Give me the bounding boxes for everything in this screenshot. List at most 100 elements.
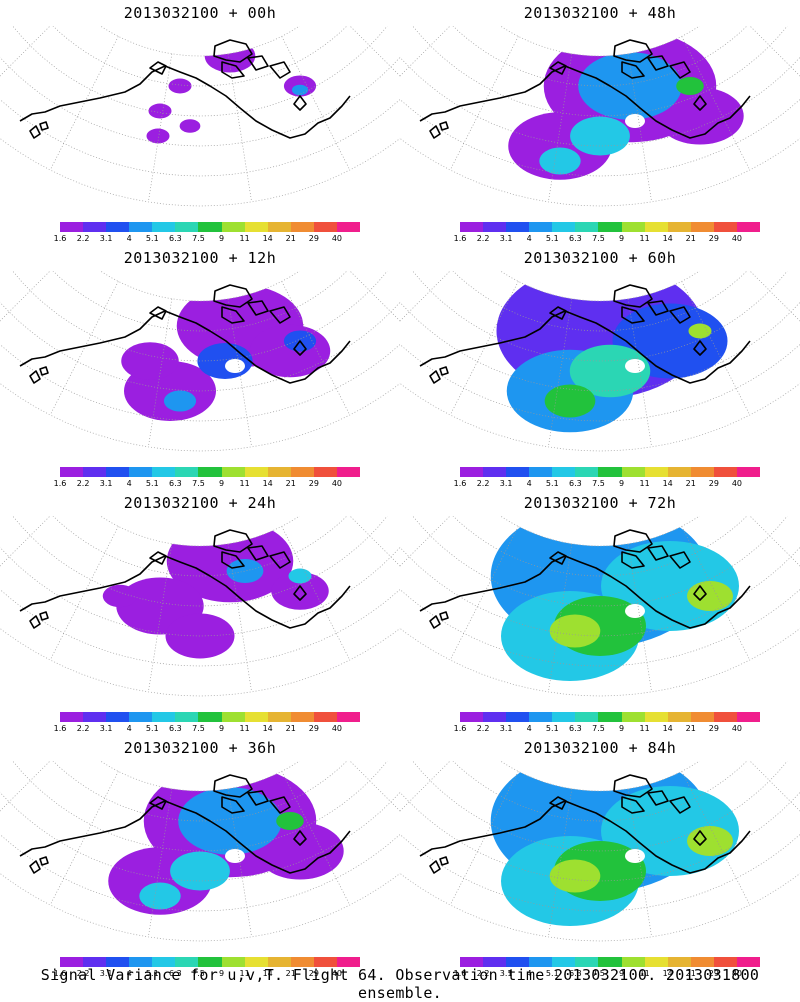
variance-map xyxy=(400,271,800,452)
coastlines xyxy=(419,774,751,874)
colorbar-swatch xyxy=(175,712,199,722)
colorbar-swatch xyxy=(552,467,576,477)
colorbar-label: 21 xyxy=(685,479,696,488)
colorbar-swatch xyxy=(221,712,245,722)
colorbar-label: 1.6 xyxy=(53,969,67,978)
colorbar-swatch xyxy=(60,467,84,477)
panel-title: 2013032100 + 24h xyxy=(123,494,277,512)
colorbar-swatch xyxy=(83,712,107,722)
colorbar-swatch xyxy=(598,467,622,477)
variance-region xyxy=(291,84,309,96)
variance-field xyxy=(496,271,728,433)
colorbar-label: 3.1 xyxy=(499,234,513,243)
variance-field xyxy=(108,764,344,915)
coastlines xyxy=(419,39,751,139)
colorbar-swatch xyxy=(267,467,291,477)
colorbar xyxy=(460,222,761,232)
colorbar-swatch xyxy=(621,222,645,232)
colorbar-swatch xyxy=(290,222,314,232)
colorbar-swatch xyxy=(529,712,553,722)
colorbar-swatch xyxy=(552,712,576,722)
colorbar-label: 11 xyxy=(239,724,250,733)
variance-region xyxy=(276,812,304,830)
variance-map xyxy=(0,26,400,207)
colorbar-label: 9 xyxy=(218,724,225,733)
colorbar-label: 1.6 xyxy=(53,234,67,243)
colorbar-label: 5.1 xyxy=(545,969,559,978)
colorbar-swatch xyxy=(713,957,737,967)
colorbar-swatch xyxy=(690,222,714,232)
colorbar-swatch xyxy=(690,712,714,722)
graticule xyxy=(0,26,400,202)
variance-region xyxy=(688,323,712,339)
colorbar-label: 9 xyxy=(218,234,225,243)
colorbar-label: 4 xyxy=(126,724,132,733)
coastlines xyxy=(19,529,351,629)
colorbar-swatch xyxy=(621,712,645,722)
colorbar-swatch xyxy=(60,957,84,967)
colorbar-label: 11 xyxy=(239,479,250,488)
colorbar-swatch xyxy=(129,222,153,232)
variance-field xyxy=(508,29,744,180)
variance-map xyxy=(400,516,800,697)
colorbar-swatch xyxy=(313,222,337,232)
colorbar-label: 5.1 xyxy=(145,969,159,978)
colorbar-label: 6.3 xyxy=(569,234,582,243)
forecast-panel: 2013032100 + 72h 1.6 2.2 3.1 4 5.1 6.3 7.5 9 11 14… xyxy=(400,490,800,735)
variance-region xyxy=(656,87,744,145)
colorbar-labels: 1.6 2.2 3.1 4 5.1 6.3 7.5 9 11 14 21 29 40 xyxy=(54,724,360,734)
colorbar-label: 9 xyxy=(618,479,625,488)
colorbar-swatch xyxy=(598,222,622,232)
variance-region xyxy=(139,882,181,910)
colorbar-label: 14 xyxy=(262,969,273,978)
colorbar-swatch xyxy=(621,467,645,477)
colorbar-swatch xyxy=(221,467,245,477)
panel-title: 2013032100 + 60h xyxy=(523,249,677,267)
variance-region xyxy=(569,344,651,398)
variance-field xyxy=(146,39,317,144)
colorbar-swatch xyxy=(83,467,107,477)
colorbar-label: 7.5 xyxy=(592,234,605,243)
colorbar-label: 1.6 xyxy=(453,234,467,243)
colorbar-swatch xyxy=(290,957,314,967)
colorbar-labels: 1.6 2.2 3.1 4 5.1 6.3 7.5 9 11 14 21 29 40 xyxy=(54,969,360,979)
colorbar-swatch xyxy=(644,222,668,232)
variance-region xyxy=(687,581,733,611)
variance-field xyxy=(490,761,739,926)
variance-map xyxy=(0,516,400,697)
colorbar-label: 40 xyxy=(331,969,343,978)
colorbar-label: 40 xyxy=(731,969,743,978)
colorbar-label: 21 xyxy=(285,234,296,243)
colorbar-swatch xyxy=(644,957,668,967)
colorbar-label: 6.3 xyxy=(569,479,582,488)
colorbar-swatch xyxy=(460,467,484,477)
variance-map xyxy=(0,761,400,942)
colorbar-label: 4 xyxy=(526,479,532,488)
forecast-panel: 2013032100 + 00h 1.6 2.2 3.1 4 5.1 6.3 7.5 9 11 14… xyxy=(0,0,400,245)
variance-region xyxy=(179,119,201,133)
colorbar-label: 3.1 xyxy=(99,234,113,243)
colorbar-swatch xyxy=(313,957,337,967)
variance-region xyxy=(168,78,192,94)
colorbar xyxy=(460,467,761,477)
colorbar-label: 7.5 xyxy=(192,234,205,243)
colorbar-label: 11 xyxy=(639,724,650,733)
coastlines xyxy=(19,774,351,874)
colorbar-swatch xyxy=(129,712,153,722)
colorbar-label: 21 xyxy=(685,724,696,733)
colorbar-label: 11 xyxy=(639,479,650,488)
colorbar-label: 7.5 xyxy=(192,724,205,733)
colorbar-label: 40 xyxy=(331,479,343,488)
colorbar-label: 4 xyxy=(526,234,532,243)
variance-region xyxy=(288,568,312,584)
colorbar-swatch xyxy=(644,712,668,722)
variance-region xyxy=(146,128,170,144)
colorbar xyxy=(60,222,361,232)
colorbar-swatch xyxy=(152,222,176,232)
colorbar-label: 21 xyxy=(285,479,296,488)
colorbar-swatch xyxy=(221,222,245,232)
variance-region xyxy=(549,859,601,893)
colorbar-swatch xyxy=(713,712,737,722)
low-variance-gap xyxy=(225,849,245,863)
colorbar-swatch xyxy=(460,957,484,967)
